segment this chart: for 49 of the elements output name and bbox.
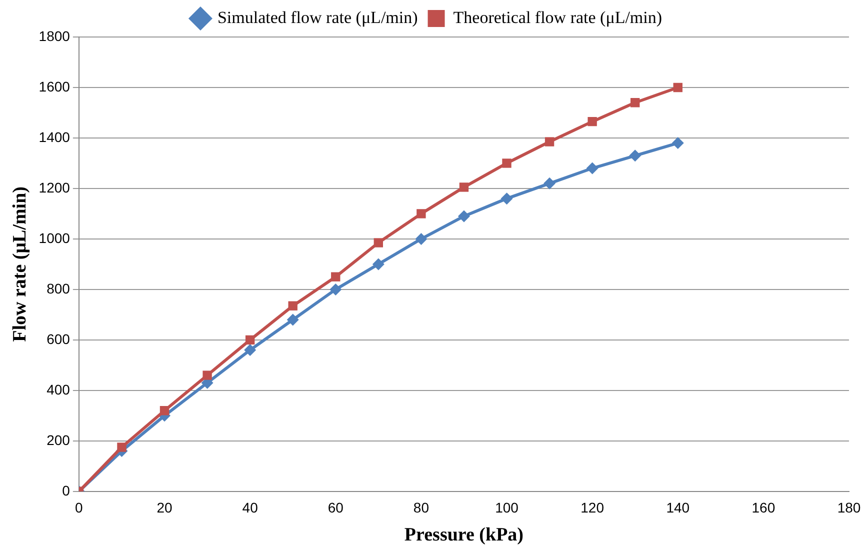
x-tick-label: 160: [752, 500, 776, 516]
point: [374, 238, 384, 248]
x-tick-label: 0: [75, 500, 84, 516]
point: [544, 177, 556, 190]
y-tick-label: 600: [46, 330, 70, 347]
point: [372, 258, 384, 270]
point: [117, 442, 126, 452]
y-tick-label: 1000: [38, 230, 70, 246]
point: [244, 344, 256, 356]
point: [331, 272, 340, 282]
legend-label: Theoretical flow rate (μL/min): [453, 8, 662, 27]
point: [160, 406, 170, 416]
x-tick-label: 80: [413, 500, 430, 516]
x-tick-label: 40: [242, 500, 258, 516]
x-tick-label: 140: [666, 500, 690, 516]
y-tick-label: 0: [62, 482, 70, 498]
point: [459, 182, 469, 192]
x-tick-label: 60: [328, 500, 344, 516]
point: [245, 335, 255, 345]
x-tick-label: 100: [495, 500, 519, 516]
point: [330, 283, 342, 296]
y-tick-label: 200: [46, 432, 70, 448]
point: [673, 82, 682, 92]
y-tick-label: 1800: [38, 28, 70, 44]
point: [586, 162, 598, 174]
y-axis-title: Flow rate (μL/min): [9, 186, 30, 342]
point: [630, 98, 640, 108]
y-tick-label: 1600: [38, 78, 70, 94]
point: [502, 158, 512, 168]
point: [672, 137, 684, 150]
y-tick-label: 1400: [38, 128, 70, 145]
x-tick-label: 120: [580, 500, 604, 516]
point: [458, 210, 470, 222]
point: [288, 301, 298, 310]
point: [415, 232, 428, 245]
point: [286, 314, 299, 326]
legend-label: Simulated flow rate (μL/min): [217, 8, 418, 27]
point: [202, 370, 212, 380]
point: [416, 209, 426, 218]
y-tick-label: 400: [46, 381, 70, 398]
point: [544, 137, 554, 146]
x-tick-label: 180: [837, 500, 861, 516]
y-tick-label: 800: [46, 280, 70, 296]
point: [500, 192, 513, 205]
x-tick-label: 20: [156, 500, 173, 516]
x-axis-title: Pressure (kPa): [404, 524, 524, 546]
point: [629, 150, 642, 162]
point: [588, 116, 597, 126]
y-tick-label: 1200: [38, 179, 70, 196]
